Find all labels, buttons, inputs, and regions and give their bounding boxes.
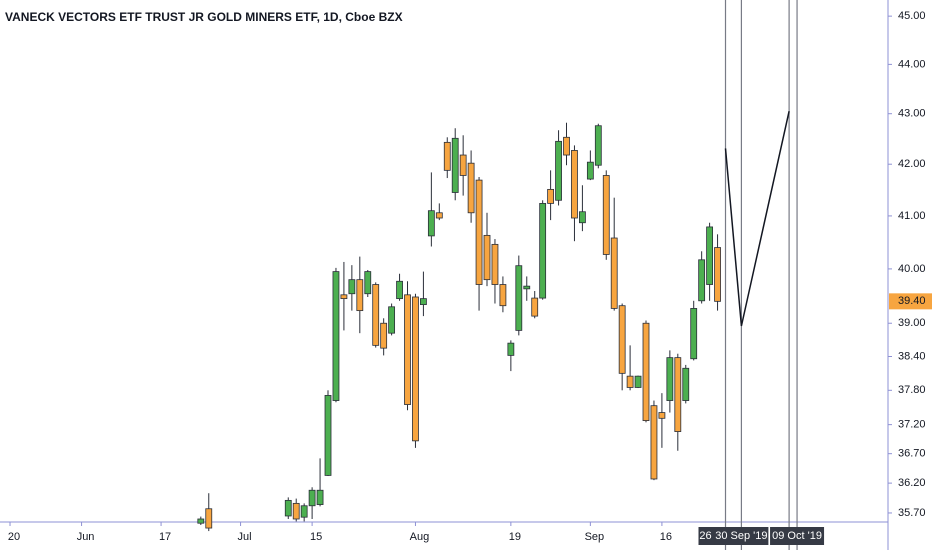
candle-body bbox=[634, 375, 642, 388]
candle-body bbox=[483, 234, 491, 281]
y-tick-label: 45.00 bbox=[898, 10, 926, 22]
candle-body bbox=[674, 357, 682, 432]
candle-body bbox=[364, 271, 372, 295]
last-price-box bbox=[889, 293, 932, 310]
y-tick-label: 38.40 bbox=[898, 350, 926, 362]
date-label: 30 Sep '19 bbox=[715, 530, 767, 542]
candle-body bbox=[499, 284, 507, 307]
candle-body bbox=[626, 375, 634, 388]
candle-body bbox=[563, 136, 570, 156]
candle-body bbox=[197, 518, 205, 524]
y-tick-label: 36.20 bbox=[898, 477, 926, 489]
candle-body bbox=[706, 226, 714, 285]
candle-body bbox=[594, 125, 602, 166]
candle-body bbox=[404, 294, 411, 405]
y-tick-label: 41.00 bbox=[898, 210, 926, 222]
y-tick-label: 37.80 bbox=[898, 384, 926, 396]
last-price-label: 39.40 bbox=[898, 295, 926, 307]
x-tick-label: 20 bbox=[8, 531, 20, 543]
candle-body bbox=[324, 395, 332, 476]
candle-body bbox=[523, 285, 531, 290]
candle-body bbox=[579, 211, 586, 224]
x-tick-label: 16 bbox=[660, 531, 672, 543]
x-tick-label: Jun bbox=[77, 531, 95, 543]
y-tick-label: 36.70 bbox=[898, 448, 926, 460]
candle-body bbox=[340, 294, 348, 300]
candle-body bbox=[531, 297, 539, 317]
candle-body bbox=[388, 306, 396, 334]
candle-body bbox=[443, 141, 451, 171]
y-tick-label: 35.70 bbox=[898, 507, 926, 519]
candle-body bbox=[539, 202, 547, 299]
candle-body bbox=[714, 247, 721, 302]
candle-body bbox=[459, 154, 467, 176]
date-label-box bbox=[714, 527, 769, 545]
x-tick-label: Sep bbox=[585, 531, 605, 543]
candle-body bbox=[205, 508, 213, 529]
candle-body bbox=[284, 499, 292, 517]
date-label: 09 Oct '19 bbox=[772, 530, 822, 542]
candle-body bbox=[380, 322, 388, 349]
candle-body bbox=[682, 367, 690, 401]
candle-body bbox=[412, 296, 419, 442]
candle-body bbox=[658, 412, 666, 419]
x-tick-label: 17 bbox=[159, 531, 171, 543]
y-tick-label: 44.00 bbox=[898, 58, 926, 70]
candle-body bbox=[642, 322, 650, 422]
chart-title: VANECK VECTORS ETF TRUST JR GOLD MINERS … bbox=[5, 10, 403, 24]
candle-body bbox=[571, 150, 578, 219]
y-tick-label: 39.00 bbox=[898, 317, 926, 329]
candle-body bbox=[292, 502, 300, 520]
plot-area bbox=[197, 122, 721, 532]
y-tick-label: 43.00 bbox=[898, 108, 926, 120]
candle-body bbox=[372, 284, 380, 346]
candle-body bbox=[650, 405, 658, 480]
candle-body bbox=[618, 305, 626, 374]
x-tick-label: 19 bbox=[509, 531, 521, 543]
candle-body bbox=[602, 175, 610, 255]
candle-body bbox=[451, 137, 459, 193]
candle-body bbox=[435, 212, 443, 219]
candle-body bbox=[332, 271, 340, 401]
candle-body bbox=[555, 140, 562, 201]
y-tick-label: 37.20 bbox=[898, 419, 926, 431]
candle-body bbox=[507, 342, 515, 356]
y-tick-label: 42.00 bbox=[898, 158, 926, 170]
candle-body bbox=[690, 308, 698, 360]
candle-body bbox=[586, 161, 594, 180]
date-label-box bbox=[770, 527, 825, 545]
x-tick-label: 15 bbox=[310, 531, 322, 543]
candle-body bbox=[420, 298, 427, 306]
candle-body bbox=[316, 489, 324, 505]
candle-body bbox=[356, 279, 364, 312]
candle-body bbox=[308, 489, 316, 507]
y-tick-label: 40.00 bbox=[898, 263, 926, 275]
candle-body bbox=[348, 279, 356, 295]
candle-body bbox=[491, 243, 499, 285]
candle-body bbox=[475, 179, 483, 285]
candle-body bbox=[467, 162, 475, 214]
candle-body bbox=[427, 210, 435, 237]
x-tick-label: Aug bbox=[410, 531, 430, 543]
candle-body bbox=[547, 188, 555, 204]
candle-body bbox=[396, 280, 403, 300]
candle-body bbox=[515, 265, 523, 331]
candle-body bbox=[610, 237, 618, 309]
candle-body bbox=[666, 357, 674, 401]
zigzag-drawing bbox=[724, 111, 790, 327]
candle-body bbox=[698, 259, 706, 302]
candle-body bbox=[300, 505, 308, 518]
x-tick-label: Jul bbox=[238, 531, 252, 543]
